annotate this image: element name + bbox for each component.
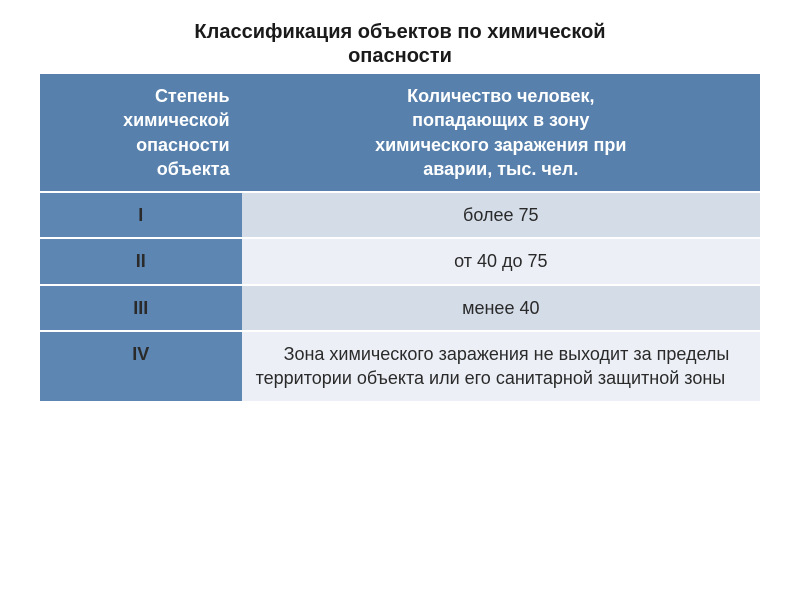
table-row: IIот 40 до 75 bbox=[40, 238, 760, 284]
table-body: Iболее 75IIот 40 до 75IIIменее 40IVЗона … bbox=[40, 192, 760, 401]
row-value: менее 40 bbox=[242, 285, 760, 331]
table-row: IIIменее 40 bbox=[40, 285, 760, 331]
row-value: Зона химического заражения не выходит за… bbox=[242, 331, 760, 402]
row-value: от 40 до 75 bbox=[242, 238, 760, 284]
col-header-people-l3: химического заражения при bbox=[375, 135, 626, 155]
title-line-1: Классификация объектов по химической bbox=[194, 21, 605, 43]
col-header-degree-l4: объекта bbox=[157, 159, 230, 179]
hazard-table: Степень химической опасности объекта Кол… bbox=[40, 74, 760, 403]
table-row: IVЗона химического заражения не выходит … bbox=[40, 331, 760, 402]
title-line-2: опасности bbox=[348, 45, 452, 67]
row-degree-label: II bbox=[40, 238, 242, 284]
col-header-people-l2: попадающих в зону bbox=[412, 110, 589, 130]
table-row: Iболее 75 bbox=[40, 192, 760, 238]
col-header-degree-l2: химической bbox=[123, 110, 230, 130]
page-title: Классификация объектов по химической опа… bbox=[40, 20, 760, 68]
row-value: более 75 bbox=[242, 192, 760, 238]
row-degree-label: IV bbox=[40, 331, 242, 402]
col-header-people-l1: Количество человек, bbox=[407, 86, 594, 106]
col-header-degree-l3: опасности bbox=[136, 135, 229, 155]
col-header-people-l4: аварии, тыс. чел. bbox=[423, 159, 578, 179]
row-degree-label: III bbox=[40, 285, 242, 331]
row-degree-label: I bbox=[40, 192, 242, 238]
col-header-people: Количество человек, попадающих в зону хи… bbox=[242, 74, 760, 192]
col-header-degree-l1: Степень bbox=[155, 86, 230, 106]
col-header-degree: Степень химической опасности объекта bbox=[40, 74, 242, 192]
table-header-row: Степень химической опасности объекта Кол… bbox=[40, 74, 760, 192]
